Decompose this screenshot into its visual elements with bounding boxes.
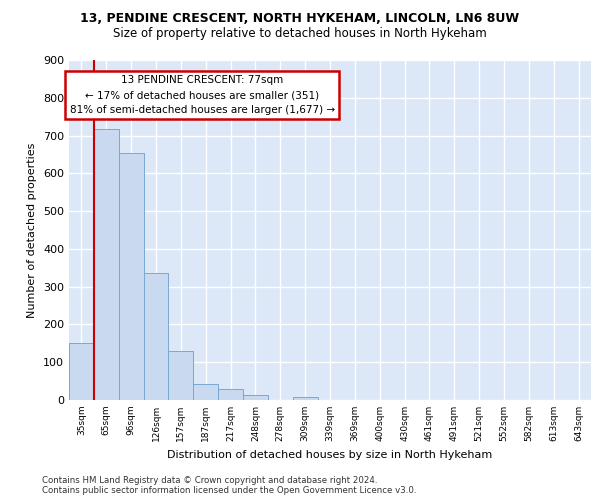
Text: Size of property relative to detached houses in North Hykeham: Size of property relative to detached ho…	[113, 28, 487, 40]
Bar	[94, 129, 119, 400]
Bar	[119, 154, 143, 400]
Y-axis label: Number of detached properties: Number of detached properties	[28, 142, 37, 318]
Bar	[143, 272, 169, 400]
Text: 13, PENDINE CRESCENT, NORTH HYKEHAM, LINCOLN, LN6 8UW: 13, PENDINE CRESCENT, NORTH HYKEHAM, LIN…	[80, 12, 520, 26]
Bar	[218, 388, 243, 400]
Bar	[243, 395, 268, 400]
X-axis label: Distribution of detached houses by size in North Hykeham: Distribution of detached houses by size …	[167, 450, 493, 460]
Bar	[169, 351, 193, 400]
Bar	[193, 384, 218, 400]
Bar	[293, 397, 317, 400]
Text: Contains HM Land Registry data © Crown copyright and database right 2024.
Contai: Contains HM Land Registry data © Crown c…	[42, 476, 416, 495]
Text: 13 PENDINE CRESCENT: 77sqm
← 17% of detached houses are smaller (351)
81% of sem: 13 PENDINE CRESCENT: 77sqm ← 17% of deta…	[70, 76, 335, 115]
Bar	[69, 344, 94, 400]
